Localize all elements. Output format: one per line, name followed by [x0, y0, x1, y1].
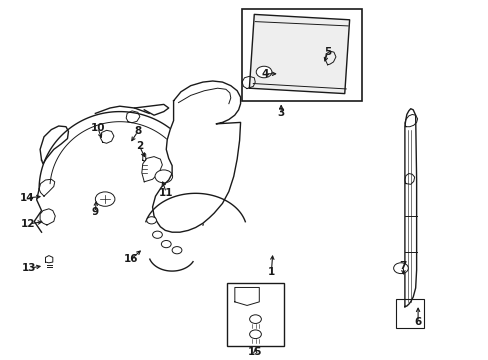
Text: 16: 16 — [123, 254, 138, 264]
Circle shape — [249, 315, 261, 323]
Circle shape — [249, 330, 261, 338]
Circle shape — [161, 240, 171, 248]
Circle shape — [95, 192, 115, 206]
Text: 9: 9 — [92, 207, 99, 217]
Circle shape — [146, 217, 156, 224]
Circle shape — [155, 170, 172, 183]
Bar — [227, 283, 283, 346]
Circle shape — [172, 247, 182, 254]
Text: 3: 3 — [277, 108, 284, 118]
Text: 5: 5 — [324, 47, 330, 57]
Text: 10: 10 — [90, 123, 105, 133]
Circle shape — [256, 66, 271, 78]
Polygon shape — [152, 81, 240, 232]
Text: 13: 13 — [22, 263, 37, 273]
Bar — [242, 9, 361, 101]
Text: 15: 15 — [247, 347, 262, 357]
Polygon shape — [404, 109, 416, 307]
Circle shape — [152, 231, 162, 238]
Text: 7: 7 — [399, 261, 407, 271]
Circle shape — [393, 263, 407, 274]
Text: 4: 4 — [261, 69, 269, 79]
Text: 12: 12 — [21, 219, 36, 229]
Text: 1: 1 — [267, 267, 274, 277]
Polygon shape — [249, 14, 349, 94]
Text: 8: 8 — [134, 126, 141, 136]
Text: 11: 11 — [159, 188, 173, 198]
Bar — [395, 299, 424, 328]
Text: 14: 14 — [20, 193, 34, 203]
Text: 2: 2 — [136, 141, 142, 151]
Text: 6: 6 — [414, 317, 421, 327]
